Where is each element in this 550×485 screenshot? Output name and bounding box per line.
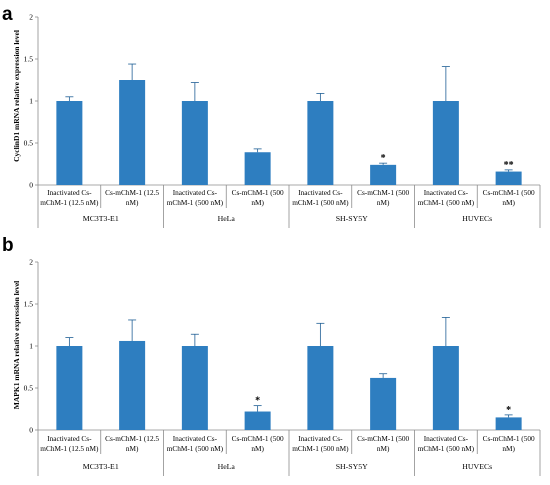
panel-b-category-label: mChM-1 (500 nM) [167,444,224,453]
panel-b-y-tick-label: 0.5 [24,384,34,393]
panel-a-bar [181,101,208,185]
panel-b-bar [244,411,271,430]
panel-b-category-label: Cs-mChM-1 (500 [483,434,535,443]
panel-b-category-label: nM) [126,444,139,453]
panel-a-category-label: Cs-mChM-1 (500 [357,188,409,197]
panel-a-category-label: mChM-1 (500 nM) [292,198,349,207]
panel-b-category-label: mChM-1 (12.5 nM) [40,444,99,453]
panel-a: a CyclinD1 mRNA relative expression leve… [2,4,541,228]
panel-a-category-label: Inactivated Cs- [424,188,469,197]
panel-a-category-label: Inactivated Cs- [173,188,218,197]
panel-b-plot: 0 0.5 1 1.5 2 Inactivated Cs-mChM-1 (12.5 nM)… [24,258,541,476]
panel-a-category-label: nM) [126,198,139,207]
panel-b-category-label: mChM-1 (500 nM) [292,444,349,453]
panel-a-category-label: Cs-mChM-1 (500 [483,188,535,197]
panel-b-category-label: Cs-mChM-1 (12.5 [105,434,159,443]
panel-b-category-label: nM) [377,444,390,453]
panel-b-category-label: mChM-1 (500 nM) [418,444,475,453]
panel-a-category-label: Cs-mChM-1 (12.5 [105,188,159,197]
panel-b-bar [181,346,208,430]
panel-a-group-label: HeLa [218,214,236,223]
panel-b-y-tick-label: 1.5 [24,300,34,309]
panel-b-significance-mark: * [506,405,511,416]
panel-b-category-label: Inactivated Cs- [298,434,343,443]
panel-a-plot: 0 0.5 1 1.5 2 Inactivated Cs-mChM-1 (12.5 nM)… [24,13,541,228]
panel-b-group-label: HeLa [218,462,236,471]
panel-b-y-tick-label: 0 [29,426,33,435]
panel-b-group-label: HUVECs [462,462,492,471]
panel-b-category-label: Inactivated Cs- [424,434,469,443]
panel-a-significance-mark: * [381,153,386,164]
panel-b: b MAPK1 mRNA relative expression level 0… [2,235,541,476]
panel-b-y-tick-label: 1 [29,342,33,351]
panel-a-y-tick-label: 0 [29,181,33,190]
panel-b-bar [119,340,146,430]
panel-a-category-label: nM) [502,198,515,207]
panel-b-category-label: Cs-mChM-1 (500 [232,434,284,443]
panel-a-significance-mark: ** [504,160,514,171]
panel-a-category-label: mChM-1 (12.5 nM) [40,198,99,207]
panel-a-category-label: mChM-1 (500 nM) [167,198,224,207]
panel-a-category-label: Inactivated Cs- [47,188,92,197]
panel-b-bar [432,346,459,430]
panel-b-category-label: nM) [251,444,264,453]
panel-a-category-label: nM) [251,198,264,207]
panel-b-y-axis-label: MAPK1 mRNA relative expression level [12,281,21,409]
panel-a-y-tick-label: 1 [29,97,33,106]
panel-a-group-label: SH-SY5Y [336,214,368,223]
panel-a-bar [495,171,522,185]
panel-b-significance-mark: * [255,396,260,407]
panel-a-y-tick-label: 1.5 [24,55,34,64]
panel-a-bar [244,152,271,185]
panel-a-group-label: HUVECs [462,214,492,223]
panel-a-category-label: Cs-mChM-1 (500 [232,188,284,197]
panel-a-category-label: nM) [377,198,390,207]
panel-a-category-label: Inactivated Cs- [298,188,343,197]
panel-b-bar [370,377,397,430]
panel-b-group-label: SH-SY5Y [336,462,368,471]
panel-a-y-axis-label: CyclinD1 mRNA relative expression level [12,30,21,162]
panel-a-y-tick-label: 0.5 [24,139,34,148]
panel-a-bar [307,101,334,185]
panel-b-bar [56,346,83,430]
panel-b-category-label: Inactivated Cs- [47,434,92,443]
panel-b-bar [307,346,334,430]
panel-a-bar [432,101,459,185]
panel-a-letter: a [2,4,13,25]
panel-a-bar [56,101,83,185]
panel-b-y-tick-label: 2 [29,258,33,267]
panel-a-bar [119,80,146,185]
panel-a-bar [370,164,397,185]
panel-b-category-label: Inactivated Cs- [173,434,218,443]
panel-a-category-label: mChM-1 (500 nM) [418,198,475,207]
panel-a-group-label: MC3T3-E1 [83,214,119,223]
panel-a-y-tick-label: 2 [29,13,33,22]
panel-b-category-label: nM) [502,444,515,453]
panel-b-letter: b [2,235,14,256]
panel-b-group-label: MC3T3-E1 [83,462,119,471]
panel-b-category-label: Cs-mChM-1 (500 [357,434,409,443]
panel-b-bar [495,417,522,430]
